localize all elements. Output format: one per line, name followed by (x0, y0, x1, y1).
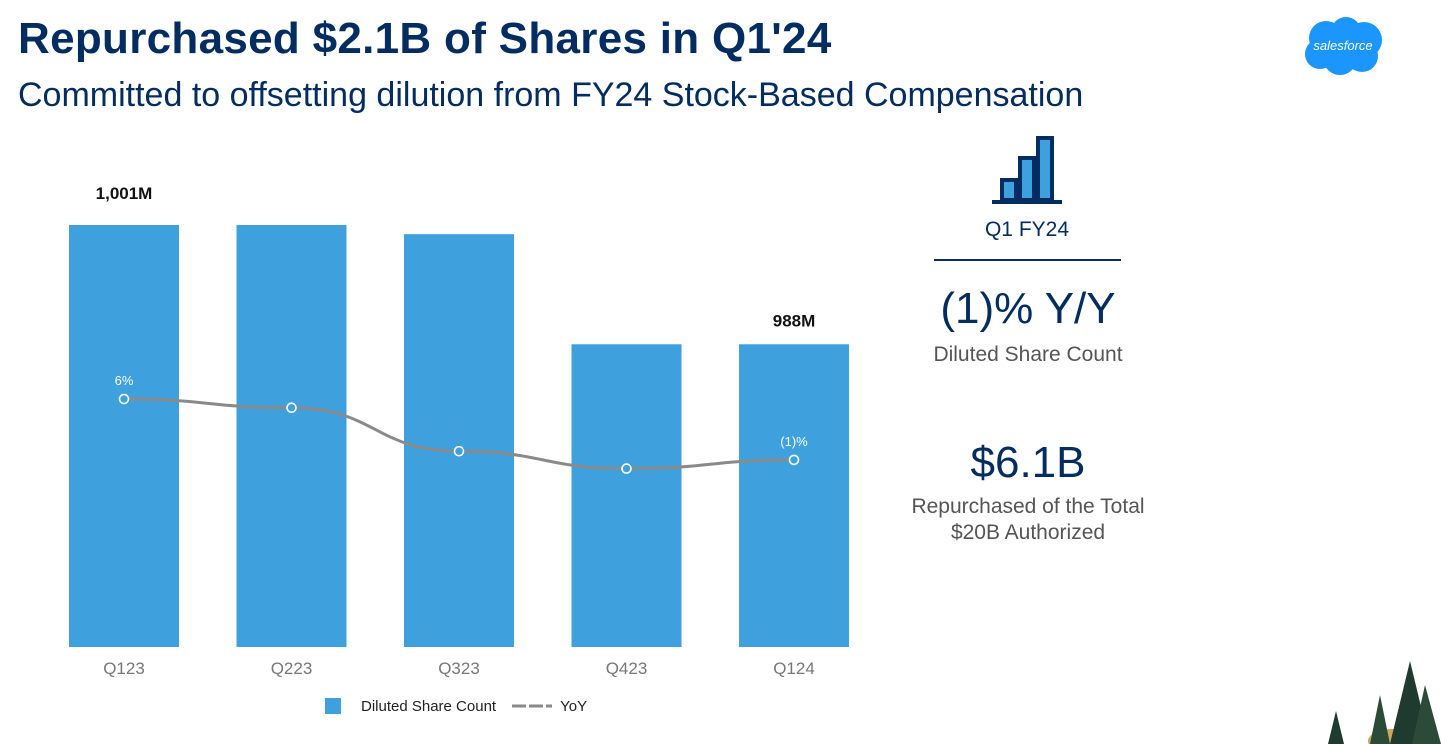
x-tick-label-Q123: Q123 (103, 659, 145, 678)
bar-data-label-Q124: 988M (773, 311, 816, 330)
bar-data-label-Q123: 1,001M (96, 184, 153, 203)
kpi-buyback-label-line1: Repurchased of the Total (911, 495, 1145, 518)
legend-swatch-line (512, 704, 553, 708)
bar-Q124 (739, 344, 849, 647)
bar-Q323 (404, 234, 514, 647)
kpi-buyback-label-line2: $20B Authorized (950, 521, 1106, 544)
kpi-buyback-label: Repurchased of the Total $20B Authorized (860, 494, 1196, 546)
page-title: Repurchased $2.1B of Shares in Q1'24 (18, 14, 832, 63)
bar-Q123 (69, 225, 179, 647)
legend-label-yoy: YoY (560, 697, 588, 715)
share-count-chart: Q123 Q223 Q323 Q423 Q124 1,001M 988M 6% (1)% (69, 184, 849, 678)
page-subtitle: Committed to offsetting dilution from FY… (18, 76, 1084, 114)
trees-illustration (1328, 661, 1441, 744)
kpi-buyback-value: $6.1B (970, 438, 1086, 487)
bar-Q223 (236, 225, 347, 647)
yoy-point-Q323 (453, 445, 465, 457)
chart-legend: Diluted Share Count YoY (325, 696, 587, 716)
yoy-data-label-Q124: (1)% (780, 434, 808, 449)
logo-text: salesforce (1313, 38, 1372, 53)
legend-label-diluted: Diluted Share Count (361, 697, 497, 715)
legend-swatch-bar (325, 698, 341, 714)
salesforce-logo: salesforce (1305, 17, 1382, 75)
yoy-point-Q124 (788, 454, 800, 466)
kpi-period: Q1 FY24 (984, 218, 1070, 241)
kpi-yoy-label: Diluted Share Count (933, 343, 1123, 366)
yoy-point-Q423 (621, 463, 632, 474)
bar-chart-icon (992, 136, 1062, 204)
bar-Q423 (571, 344, 682, 647)
x-tick-label-Q223: Q223 (271, 659, 313, 678)
yoy-point-Q123 (118, 393, 130, 405)
x-tick-label-Q124: Q124 (773, 659, 815, 678)
yoy-point-Q223 (286, 402, 297, 414)
kpi-divider (934, 259, 1121, 261)
kpi-yoy-value: (1)% Y/Y (940, 284, 1116, 333)
x-tick-label-Q323: Q323 (438, 659, 480, 678)
x-tick-label-Q423: Q423 (606, 659, 648, 678)
yoy-data-label-Q123: 6% (115, 373, 134, 388)
